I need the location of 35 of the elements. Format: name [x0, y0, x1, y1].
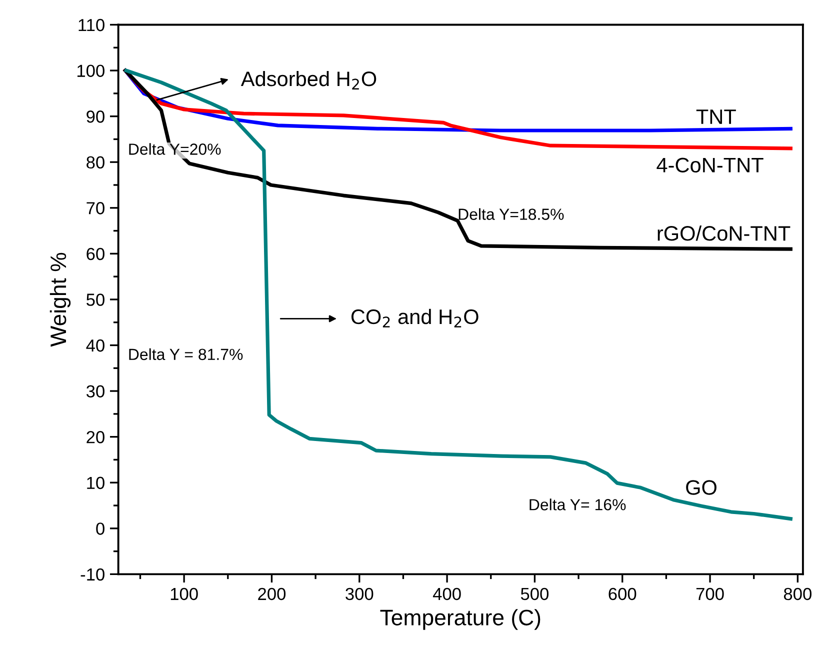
- y-tick-label: 70: [86, 202, 104, 214]
- series-label: GO: [686, 480, 716, 495]
- annotation: Delta Y=18.5%: [458, 208, 564, 220]
- series-label: TNT: [696, 110, 736, 124]
- series-label: rGO/CoN-TNT: [658, 225, 790, 241]
- x-tick-label: 100: [170, 588, 198, 600]
- y-tick-label: 60: [86, 248, 104, 260]
- y-tick-label: 90: [86, 110, 104, 123]
- line-series: [124, 68, 792, 251]
- x-tick-label: 300: [346, 588, 374, 600]
- y-tick-label: 0: [96, 522, 104, 535]
- annotation: Delta Y=20%: [129, 143, 221, 155]
- x-axis-title: Temperature (C): [380, 609, 540, 630]
- y-tick-label: 40: [86, 339, 104, 352]
- y-tick-label: 30: [86, 385, 104, 398]
- line-series: [124, 68, 792, 521]
- annotation: CO$_{2}$ and H$_{2}$O: [351, 308, 478, 328]
- y-axis-title: Weight %: [50, 252, 71, 347]
- x-tick-label: 500: [520, 588, 549, 600]
- x-tick-label: 600: [608, 588, 636, 600]
- y-tick-label: -10: [80, 568, 104, 581]
- y-tick-label: 20: [86, 430, 104, 444]
- y-tick-label: 10: [87, 476, 104, 490]
- y-tick-label: 100: [77, 64, 104, 77]
- y-tick-label: 110: [78, 18, 104, 32]
- y-tick-label: 50: [86, 294, 104, 306]
- x-tick-label: 200: [258, 588, 286, 600]
- x-tick-label: 800: [784, 588, 812, 600]
- annotation: Delta Y = 81.7%: [129, 348, 243, 360]
- annotation: Adsorbed H$_{2}$O: [240, 70, 376, 90]
- series-label: 4-CoN-TNT: [656, 158, 764, 172]
- annotation: Delta Y= 16%: [530, 498, 626, 510]
- y-tick-label: 80: [86, 156, 104, 169]
- x-tick-label: 700: [696, 588, 724, 600]
- x-tick-label: 400: [432, 588, 461, 600]
